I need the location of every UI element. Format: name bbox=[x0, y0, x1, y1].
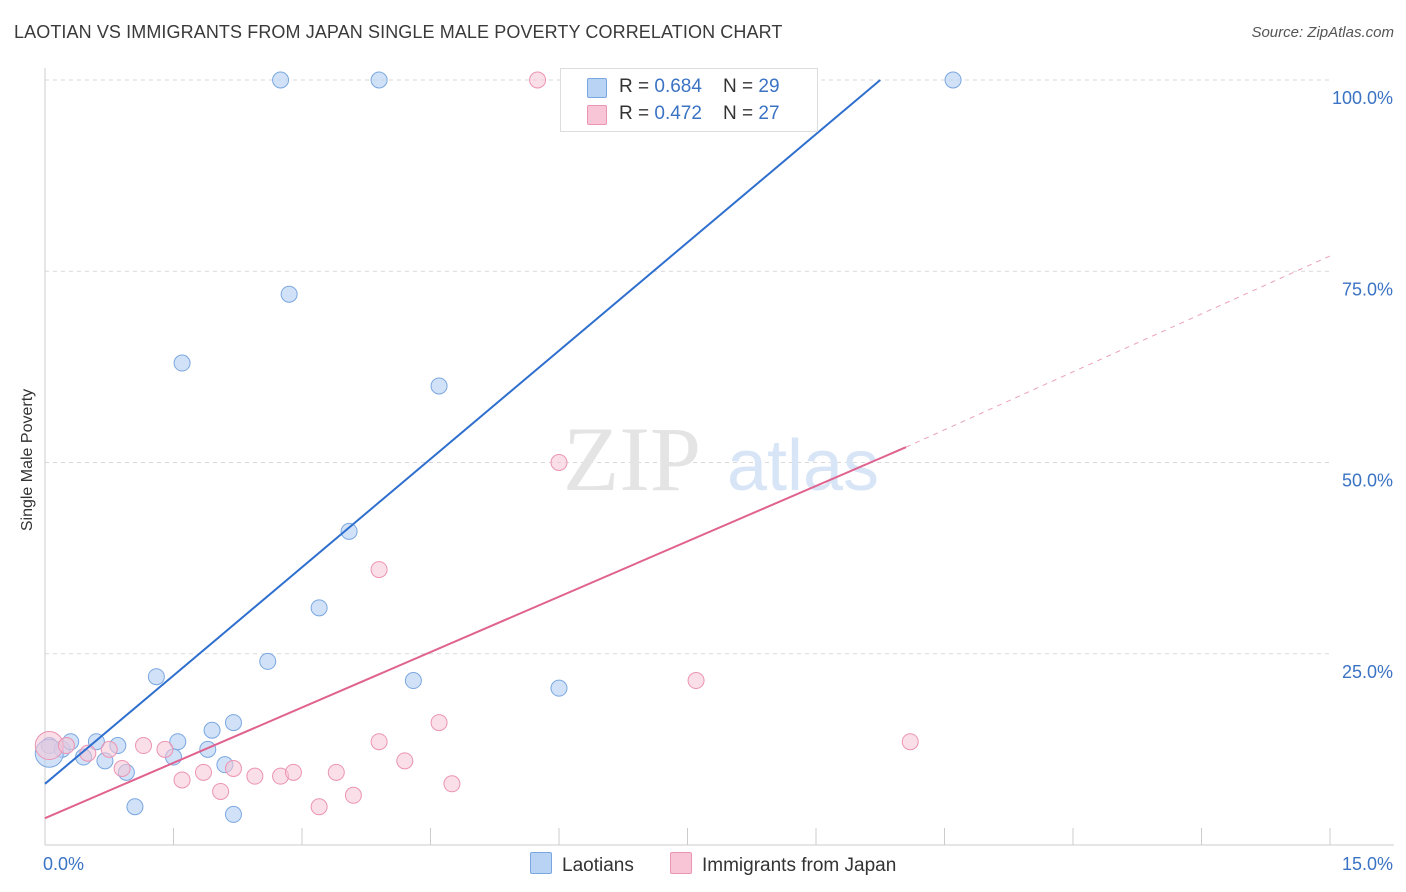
japan-point bbox=[212, 782, 230, 800]
japan-point bbox=[284, 763, 302, 781]
watermark-atlas: atlas bbox=[727, 426, 879, 506]
gridlines bbox=[45, 79, 1330, 655]
japan-point bbox=[100, 740, 118, 758]
laotians-point bbox=[147, 668, 165, 686]
japan-point bbox=[327, 763, 345, 781]
japan-point bbox=[173, 771, 191, 789]
legend-text: R = 0.684 N = 29 bbox=[619, 76, 780, 97]
laotians-point bbox=[430, 377, 448, 395]
japan-trendline-extension bbox=[905, 255, 1331, 448]
japan-point bbox=[370, 733, 388, 751]
japan-point bbox=[430, 714, 448, 732]
laotians-point bbox=[126, 798, 144, 816]
stats-legend: R = 0.684 N = 29 R = 0.472 N = 27 bbox=[560, 68, 818, 132]
japan-point bbox=[396, 752, 414, 770]
laotians-point bbox=[259, 652, 277, 670]
x-tick-label: 0.0% bbox=[43, 854, 84, 874]
y-tick-label: 25.0% bbox=[1342, 662, 1393, 682]
japan-trendline bbox=[44, 446, 907, 820]
laotians-point bbox=[404, 672, 422, 690]
laotians-point bbox=[310, 599, 328, 617]
japan-point bbox=[370, 561, 388, 579]
laotians-point bbox=[550, 679, 568, 697]
legend-swatch-pink bbox=[670, 852, 692, 874]
laotians-point bbox=[280, 285, 298, 303]
japan-point bbox=[57, 737, 75, 755]
japan-point bbox=[550, 454, 568, 471]
japan-point bbox=[224, 760, 242, 777]
laotians-point bbox=[173, 354, 191, 372]
japan-point bbox=[156, 740, 174, 758]
japan-point bbox=[113, 760, 131, 777]
laotians-point bbox=[224, 805, 242, 823]
laotians-point bbox=[272, 71, 290, 89]
laotians-point bbox=[203, 721, 221, 739]
y-tick-label: 100.0% bbox=[1332, 88, 1393, 108]
y-tick-label: 50.0% bbox=[1342, 471, 1393, 491]
japan-point bbox=[443, 775, 461, 793]
trendlines bbox=[44, 79, 1331, 820]
japan-point bbox=[529, 71, 547, 89]
japan-point bbox=[687, 672, 705, 690]
bottom-legend-laotians: Laotians bbox=[530, 852, 634, 877]
legend-swatch-blue bbox=[587, 78, 607, 98]
source-label: Source: ZipAtlas.com bbox=[1251, 24, 1394, 41]
japan-point bbox=[246, 767, 264, 785]
x-tick-label: 15.0% bbox=[1342, 854, 1393, 874]
y-tick-label: 75.0% bbox=[1342, 279, 1393, 299]
laotians-point bbox=[340, 522, 358, 540]
tick-labels: 25.0% 50.0% 75.0% 100.0% 0.0% 15.0% bbox=[43, 88, 1393, 874]
laotians-point bbox=[199, 740, 217, 758]
bottom-legend-japan: Immigrants from Japan bbox=[670, 852, 896, 877]
legend-swatch-blue bbox=[530, 852, 552, 874]
chart-title: LAOTIAN VS IMMIGRANTS FROM JAPAN SINGLE … bbox=[14, 22, 783, 42]
y-axis-label: Single Male Poverty bbox=[19, 388, 36, 532]
japan-point bbox=[194, 763, 212, 781]
japan-point bbox=[344, 786, 362, 804]
legend-swatch-pink bbox=[587, 105, 607, 125]
laotians-point bbox=[370, 71, 388, 89]
watermark-zip: ZIP bbox=[563, 408, 701, 510]
japan-point bbox=[901, 733, 919, 751]
laotians-point bbox=[944, 71, 962, 89]
japan-point bbox=[135, 737, 153, 755]
laotians-point bbox=[224, 714, 242, 732]
japan-point bbox=[310, 798, 328, 816]
laotians-trendline bbox=[44, 79, 881, 785]
watermark: ZIP atlas bbox=[563, 408, 879, 510]
legend-text: R = 0.472 N = 27 bbox=[619, 103, 780, 124]
laotians-point bbox=[169, 733, 187, 751]
axes bbox=[44, 68, 1394, 846]
